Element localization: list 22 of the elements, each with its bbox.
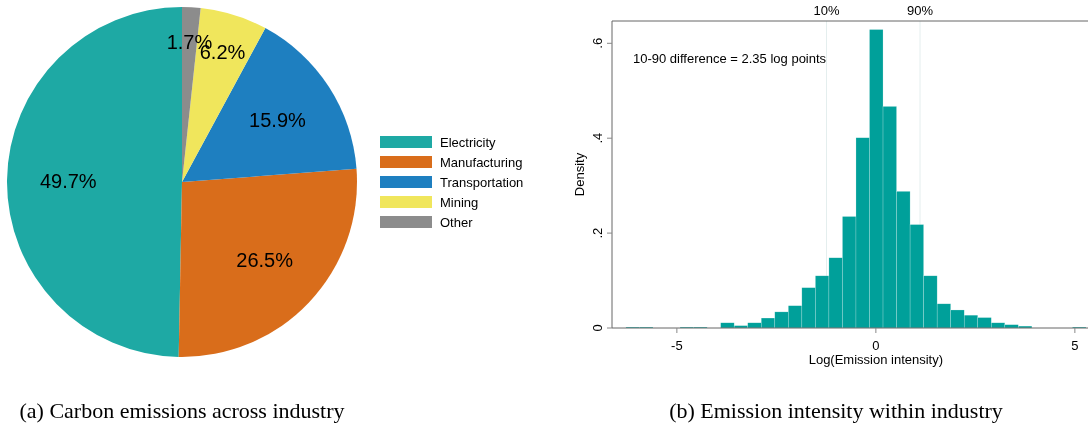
y-tick-label: .6 [590, 37, 605, 49]
text: 10% [813, 3, 840, 18]
text: 90% [907, 3, 934, 18]
legend-label: Manufacturing [440, 155, 523, 170]
y-axis-title: Density [572, 152, 587, 197]
legend-label: Electricity [440, 135, 497, 150]
y-tick-label: .2 [590, 227, 605, 239]
x-tick-label: -5 [671, 338, 683, 353]
x-tick-label: 0 [872, 338, 880, 353]
data-label: 26.5% [236, 249, 294, 272]
text: (b) Emission intensity within industry [669, 398, 1003, 423]
data-label: 15.9% [249, 109, 307, 132]
text: (a) Carbon emissions across industry [19, 398, 345, 423]
legend-label: Mining [440, 195, 479, 210]
x-axis-title: Log(Emission intensity) [808, 352, 944, 367]
y-tick-label: 0 [590, 324, 605, 332]
data-label: 49.7% [39, 169, 97, 192]
annotation: 10-90 difference = 2.35 log points [633, 51, 827, 66]
legend-label: Transportation [440, 175, 524, 190]
legend-label: Other [440, 215, 474, 230]
y-tick-label: .4 [590, 132, 605, 144]
x-tick-label: 5 [1071, 338, 1079, 353]
